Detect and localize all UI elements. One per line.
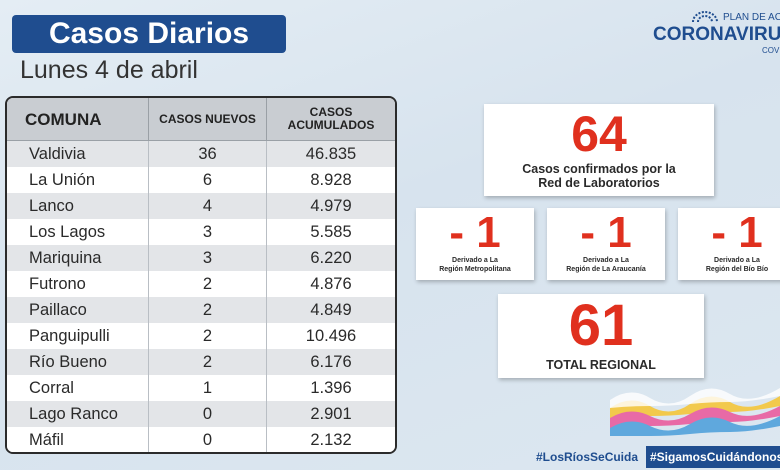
hashtag-sigamos: #SigamosCuidándonos (646, 446, 780, 468)
cell-comuna: Lago Ranco (7, 401, 149, 427)
cell-acumulados: 46.835 (305, 145, 357, 163)
cell-nuevos: 3 (149, 219, 267, 245)
confirmed-cases-label-2: Red de Laboratorios (538, 176, 660, 190)
cell-acumulados: 2.901 (310, 405, 352, 423)
table-row: Corral 1 1.396 (7, 375, 395, 401)
cell-acumulados: 2.132 (310, 431, 352, 449)
table-body: Valdivia 36 46.835 La Unión 6 8.928 Lanco 4 4.… (7, 141, 395, 452)
table-row: Río Bueno 2 6.176 (7, 349, 395, 375)
cell-comuna: Futrono (7, 271, 149, 297)
cell-nuevos: 2 (149, 271, 267, 297)
table-row: Valdivia 36 46.835 (7, 141, 395, 167)
table-row: Mariquina 3 6.220 (7, 245, 395, 271)
cell-comuna: Valdivia (7, 141, 149, 167)
column-header-casos-nuevos: CASOS NUEVOS (149, 98, 267, 140)
derived-label-2: Región del Bío Bío (705, 266, 769, 273)
derived-label-1: Derivado a La (714, 257, 760, 264)
derived-label-2: Región Metropolitana (439, 266, 511, 273)
cell-acumulados: 5.585 (310, 223, 352, 241)
derived-label-1: Derivado a La (583, 257, 629, 264)
confirmed-cases-value: 64 (571, 106, 627, 162)
government-crest-icon (692, 11, 718, 23)
column-header-casos-acumulados-label: CASOS ACUMULADOS (287, 105, 375, 132)
cell-comuna: Los Lagos (7, 219, 149, 245)
cell-nuevos: 3 (149, 245, 267, 271)
cell-acumulados: 10.496 (305, 327, 357, 345)
total-regional-value: 61 (568, 293, 634, 358)
total-regional-label: TOTAL REGIONAL (546, 358, 656, 372)
cell-acumulados: 4.876 (310, 275, 352, 293)
derived-card-biobio: - 1 Derivado a La Región del Bío Bío (678, 208, 780, 280)
table-row: Futrono 2 4.876 (7, 271, 395, 297)
cell-acumulados: 6.176 (310, 353, 352, 371)
cell-nuevos: 2 (149, 323, 267, 349)
derived-value: - 1 (580, 208, 632, 257)
page-title: Casos Diarios (12, 15, 286, 53)
cell-nuevos: 4 (149, 193, 267, 219)
cell-comuna: Río Bueno (7, 349, 149, 375)
table-row: Panguipulli 2 10.496 (7, 323, 395, 349)
cell-comuna: Panguipulli (7, 323, 149, 349)
cell-comuna: La Unión (7, 167, 149, 193)
cell-nuevos: 2 (149, 297, 267, 323)
cell-acumulados: 4.979 (310, 197, 352, 215)
cell-comuna: Lanco (7, 193, 149, 219)
cell-nuevos: 0 (149, 427, 267, 452)
table-row: Lago Ranco 0 2.901 (7, 401, 395, 427)
column-header-casos-acumulados: CASOS ACUMULADOS (267, 98, 395, 140)
report-date: Lunes 4 de abril (20, 56, 198, 84)
hashtag-los-rios: #LosRíosSeCuida (536, 450, 639, 464)
brand-plan: PLAN DE ACC (690, 11, 780, 23)
confirmed-cases-card: 64 Casos confirmados por la Red de Labor… (484, 104, 714, 196)
cell-comuna: Máfil (7, 427, 149, 452)
table-row: Lanco 4 4.979 (7, 193, 395, 219)
cell-nuevos: 1 (149, 375, 267, 401)
coronavirus-brand: PLAN DE ACC CORONAVIRU COVI (650, 8, 780, 58)
table-row: Los Lagos 3 5.585 (7, 219, 395, 245)
cell-nuevos: 2 (149, 349, 267, 375)
cell-acumulados: 1.396 (310, 379, 352, 397)
cell-nuevos: 0 (149, 401, 267, 427)
derived-card-metropolitana: - 1 Derivado a La Región Metropolitana (416, 208, 534, 280)
confirmed-cases-label-1: Casos confirmados por la (522, 162, 676, 176)
cell-acumulados: 8.928 (310, 171, 352, 189)
cell-acumulados: 6.220 (310, 249, 352, 267)
table-header: COMUNA CASOS NUEVOS CASOS ACUMULADOS (7, 98, 395, 141)
column-header-comuna: COMUNA (7, 98, 149, 140)
cell-nuevos: 36 (149, 141, 267, 167)
derived-value: - 1 (449, 208, 501, 257)
total-regional-card: 61 TOTAL REGIONAL (498, 294, 704, 378)
cell-comuna: Corral (7, 375, 149, 401)
table-row: La Unión 6 8.928 (7, 167, 395, 193)
brand-sub: COVI (762, 46, 780, 55)
cell-comuna: Mariquina (7, 245, 149, 271)
derived-value: - 1 (711, 208, 763, 257)
derived-label-2: Región de La Araucanía (566, 266, 646, 273)
derived-label-1: Derivado a La (452, 257, 498, 264)
table-row: Paillaco 2 4.849 (7, 297, 395, 323)
cell-nuevos: 6 (149, 167, 267, 193)
brand-plan-label: PLAN DE ACC (723, 11, 780, 23)
cases-table: COMUNA CASOS NUEVOS CASOS ACUMULADOS Val… (5, 96, 397, 454)
table-row: Máfil 0 2.132 (7, 427, 395, 452)
cell-comuna: Paillaco (7, 297, 149, 323)
derived-card-araucania: - 1 Derivado a La Región de La Araucanía (547, 208, 665, 280)
wave-decoration-icon (610, 388, 780, 436)
cell-acumulados: 4.849 (310, 301, 352, 319)
brand-name: CORONAVIRU (653, 24, 780, 45)
